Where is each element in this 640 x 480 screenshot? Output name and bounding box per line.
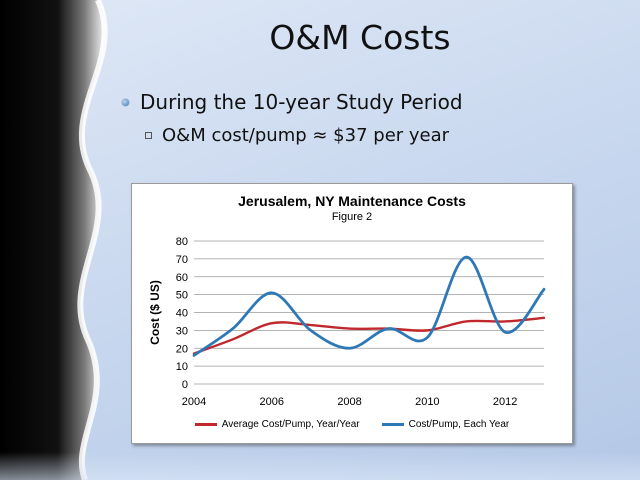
series-line-average [192, 316, 546, 355]
y-axis-label: Cost ($ US) [148, 280, 162, 345]
y-tick-label: 20 [176, 343, 188, 355]
legend-label-average: Average Cost/Pump, Year/Year [221, 419, 360, 430]
y-tick-label: 50 [176, 290, 188, 302]
y-tick-label: 60 [176, 272, 188, 284]
chart-container: Jerusalem, NY Maintenance Costs Figure 2… [131, 183, 573, 444]
legend-item-each-year: Cost/Pump, Each Year [381, 419, 510, 430]
line-chart: 0 10 20 30 40 50 60 70 80 2004 2006 2008 2010 2012 Cos… [148, 236, 546, 408]
decorative-wave-art [0, 0, 108, 480]
legend-item-average: Average Cost/Pump, Year/Year [194, 419, 360, 430]
bullet-level-2: O&M cost/pump ≈ $37 per year [145, 125, 449, 146]
legend-label-each-year: Cost/Pump, Each Year [408, 419, 510, 430]
bottom-band [0, 452, 640, 480]
x-tick-label: 2012 [493, 396, 517, 408]
x-tick-label: 2008 [337, 396, 361, 408]
y-tick-label: 30 [176, 325, 188, 337]
x-tick-label: 2010 [415, 396, 439, 408]
y-tick-label: 10 [176, 361, 188, 373]
chart-title: Jerusalem, NY Maintenance Costs [238, 193, 466, 209]
y-tick-label: 0 [182, 379, 188, 391]
y-tick-label: 80 [176, 236, 188, 248]
series-line-each-year [192, 255, 546, 357]
y-tick-label: 70 [176, 254, 188, 266]
bullet-level-1-text: During the 10-year Study Period [140, 90, 463, 114]
legend-swatch-average [194, 423, 217, 426]
bullet-level-2-text: O&M cost/pump ≈ $37 per year [162, 125, 450, 146]
bullet-level-1: During the 10-year Study Period [122, 90, 463, 114]
bullet-dot-icon [122, 98, 129, 106]
bullet-square-icon [145, 132, 152, 139]
x-tick-label: 2006 [260, 396, 284, 408]
legend-swatch-each-year [381, 423, 404, 426]
y-tick-label: 40 [176, 308, 188, 320]
chart-legend: Average Cost/Pump, Year/Year Cost/Pump, … [132, 419, 572, 430]
x-tick-label: 2004 [182, 396, 206, 408]
slide-title: O&M Costs [269, 18, 451, 57]
chart-subtitle: Figure 2 [331, 211, 373, 223]
